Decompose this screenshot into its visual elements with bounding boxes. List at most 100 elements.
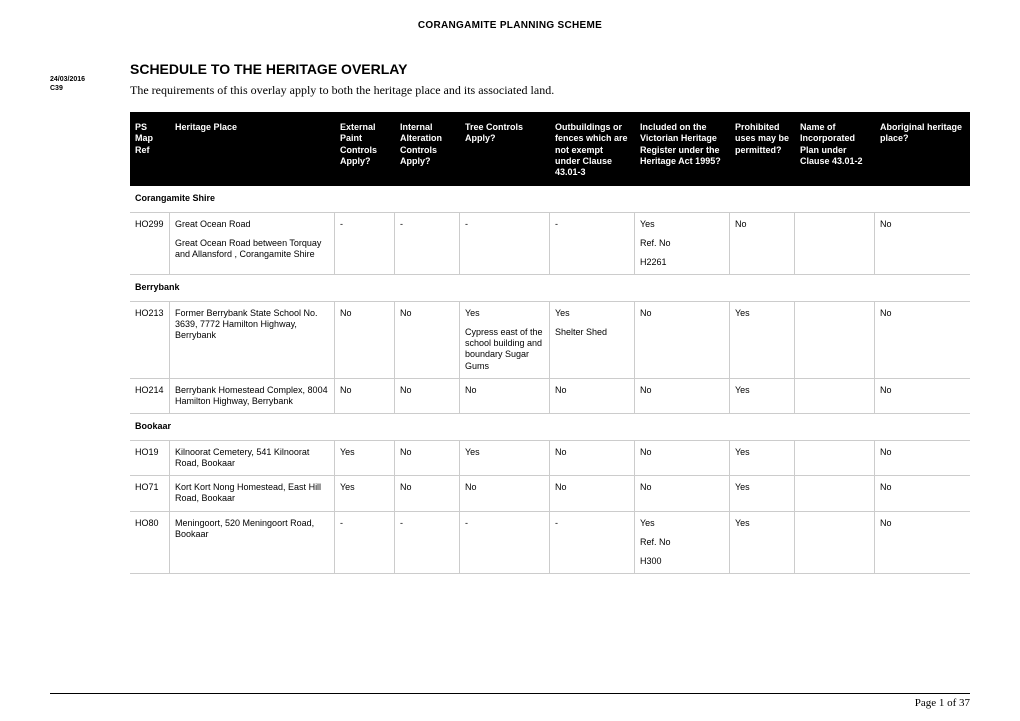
col-internal-alteration: Internal Alteration Controls Apply? <box>395 114 460 186</box>
cell-c5: - <box>460 213 550 275</box>
cell-ref: HO80 <box>130 512 170 574</box>
cell-c8: Yes <box>730 476 795 511</box>
cell-c4: No <box>395 441 460 476</box>
section-title: Corangamite Shire <box>130 186 970 211</box>
cell-ref: HO19 <box>130 441 170 476</box>
cell-c6: - <box>550 213 635 275</box>
place-main: Great Ocean Road <box>175 219 329 230</box>
c5-main: Yes <box>465 308 544 319</box>
cell-c10: No <box>875 441 970 476</box>
c7-main: Yes <box>640 518 724 529</box>
page-footer: Page 1 of 37 <box>50 693 970 709</box>
table-row: HO299 Great Ocean Road Great Ocean Road … <box>130 213 970 276</box>
cell-place: Great Ocean Road Great Ocean Road betwee… <box>170 213 335 275</box>
cell-ref: HO299 <box>130 213 170 275</box>
cell-c6: No <box>550 476 635 511</box>
cell-c4: No <box>395 476 460 511</box>
section-row: Berrybank <box>130 275 970 301</box>
main-heading: SCHEDULE TO THE HERITAGE OVERLAY <box>130 61 970 77</box>
table-row: HO214 Berrybank Homestead Complex, 8004 … <box>130 379 970 415</box>
table-row: HO80 Meningoort, 520 Meningoort Road, Bo… <box>130 512 970 575</box>
cell-c8: Yes <box>730 512 795 574</box>
cell-c3: No <box>335 302 395 378</box>
cell-c9 <box>795 213 875 275</box>
heritage-table: PS Map Ref Heritage Place External Paint… <box>130 112 970 574</box>
section-title: Berrybank <box>130 275 970 300</box>
cell-c9 <box>795 379 875 414</box>
c7-ref: H2261 <box>640 257 724 268</box>
table-header-row: PS Map Ref Heritage Place External Paint… <box>130 114 970 186</box>
cell-c10: No <box>875 476 970 511</box>
cell-c6: No <box>550 379 635 414</box>
cell-c8: No <box>730 213 795 275</box>
col-ref: PS Map Ref <box>130 114 170 186</box>
cell-c10: No <box>875 302 970 378</box>
section-row: Bookaar <box>130 414 970 440</box>
col-prohibited: Prohibited uses may be permitted? <box>730 114 795 186</box>
cell-c6: Yes Shelter Shed <box>550 302 635 378</box>
cell-c10: No <box>875 512 970 574</box>
cell-c7: Yes Ref. No H2261 <box>635 213 730 275</box>
col-place: Heritage Place <box>170 114 335 186</box>
cell-c5: Yes Cypress east of the school building … <box>460 302 550 378</box>
c7-main: Yes <box>640 219 724 230</box>
cell-c9 <box>795 512 875 574</box>
cell-ref: HO71 <box>130 476 170 511</box>
col-outbuildings: Outbuildings or fences which are not exe… <box>550 114 635 186</box>
table-row: HO213 Former Berrybank State School No. … <box>130 302 970 379</box>
cell-place: Meningoort, 520 Meningoort Road, Bookaar <box>170 512 335 574</box>
cell-c3: - <box>335 213 395 275</box>
cell-c8: Yes <box>730 379 795 414</box>
cell-c5: - <box>460 512 550 574</box>
cell-c7: Yes Ref. No H300 <box>635 512 730 574</box>
cell-place: Former Berrybank State School No. 3639, … <box>170 302 335 378</box>
cell-c4: No <box>395 379 460 414</box>
col-aboriginal: Aboriginal heritage place? <box>875 114 970 186</box>
c6-main: Yes <box>555 308 629 319</box>
cell-c5: No <box>460 379 550 414</box>
cell-place: Berrybank Homestead Complex, 8004 Hamilt… <box>170 379 335 414</box>
table-row: HO71 Kort Kort Nong Homestead, East Hill… <box>130 476 970 512</box>
cell-c3: No <box>335 379 395 414</box>
cell-place: Kilnoorat Cemetery, 541 Kilnoorat Road, … <box>170 441 335 476</box>
cell-c8: Yes <box>730 441 795 476</box>
cell-c9 <box>795 302 875 378</box>
cell-c7: No <box>635 441 730 476</box>
c7-refno: Ref. No <box>640 537 724 548</box>
cell-c3: Yes <box>335 476 395 511</box>
c7-refno: Ref. No <box>640 238 724 249</box>
col-vhr: Included on the Victorian Heritage Regis… <box>635 114 730 186</box>
cell-c8: Yes <box>730 302 795 378</box>
section-title: Bookaar <box>130 414 970 439</box>
place-sub: Great Ocean Road between Torquay and All… <box>175 238 329 261</box>
main-content: SCHEDULE TO THE HERITAGE OVERLAY The req… <box>130 61 970 574</box>
col-plan: Name of Incorporated Plan under Clause 4… <box>795 114 875 186</box>
cell-c3: Yes <box>335 441 395 476</box>
col-external-paint: External Paint Controls Apply? <box>335 114 395 186</box>
cell-c9 <box>795 476 875 511</box>
cell-place: Kort Kort Nong Homestead, East Hill Road… <box>170 476 335 511</box>
amendment-date: 24/03/2016 <box>50 75 85 84</box>
cell-c7: No <box>635 302 730 378</box>
cell-c4: - <box>395 213 460 275</box>
cell-ref: HO214 <box>130 379 170 414</box>
c6-sub: Shelter Shed <box>555 327 629 338</box>
c7-ref: H300 <box>640 556 724 567</box>
table-row: HO19 Kilnoorat Cemetery, 541 Kilnoorat R… <box>130 441 970 477</box>
cell-c9 <box>795 441 875 476</box>
cell-c6: - <box>550 512 635 574</box>
amendment-block: 24/03/2016 C39 <box>50 75 85 93</box>
intro-text: The requirements of this overlay apply t… <box>130 83 970 98</box>
cell-c6: No <box>550 441 635 476</box>
cell-c10: No <box>875 379 970 414</box>
col-tree-controls: Tree Controls Apply? <box>460 114 550 186</box>
cell-c5: No <box>460 476 550 511</box>
page-number: Page 1 of 37 <box>915 697 970 709</box>
cell-c4: No <box>395 302 460 378</box>
cell-c5: Yes <box>460 441 550 476</box>
cell-c4: - <box>395 512 460 574</box>
amendment-code: C39 <box>50 84 85 93</box>
c5-sub: Cypress east of the school building and … <box>465 327 544 372</box>
cell-c7: No <box>635 379 730 414</box>
cell-c7: No <box>635 476 730 511</box>
